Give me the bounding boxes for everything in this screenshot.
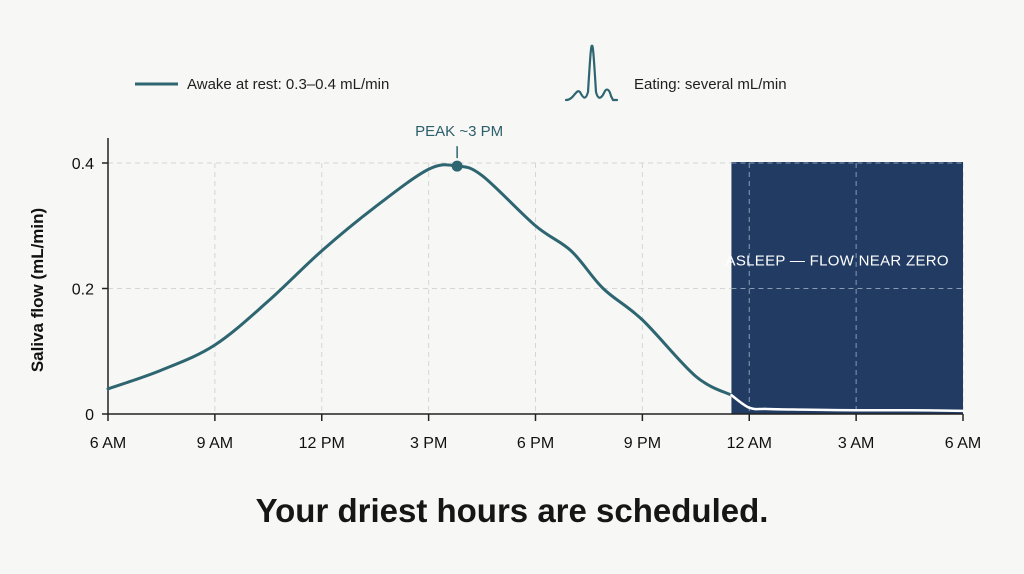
x-tick-label: 9 PM xyxy=(624,435,661,452)
eating-spike-icon xyxy=(564,44,619,102)
sleep-band xyxy=(731,162,963,414)
x-tick-label: 3 PM xyxy=(410,435,447,452)
peak-label: PEAK ~3 PM xyxy=(415,123,503,140)
legend: Awake at rest: 0.3–0.4 mL/min Eating: se… xyxy=(135,44,787,102)
x-tick-label: 3 AM xyxy=(838,435,874,452)
x-tick-label: 12 AM xyxy=(727,435,772,452)
x-tick-label: 9 AM xyxy=(197,435,233,452)
x-tick-label: 6 AM xyxy=(945,435,981,452)
series-layer: PEAK ~3 PM xyxy=(106,123,965,413)
y-tick-label: 0.4 xyxy=(72,156,94,173)
tick-labels: 6 AM 9 AM 12 PM 3 PM 6 PM 9 PM 12 AM 3 AM 6 AM 0 0… xyxy=(72,156,981,452)
awake-flow-line xyxy=(106,163,733,397)
legend-eating-label: Eating: several mL/min xyxy=(634,76,787,93)
sleep-flow-line xyxy=(730,393,965,413)
sleep-band-label: ASLEEP — FLOW NEAR ZERO xyxy=(726,252,949,269)
y-axis-title: Saliva flow (mL/min) xyxy=(28,208,47,372)
x-tick-label: 12 PM xyxy=(299,435,345,452)
y-tick-label: 0.2 xyxy=(72,282,94,299)
axes xyxy=(102,138,964,421)
x-tick-label: 6 AM xyxy=(90,435,126,452)
headline: Your driest hours are scheduled. xyxy=(255,492,769,529)
peak-marker xyxy=(451,160,463,172)
y-tick-label: 0 xyxy=(85,407,94,424)
sleep-band-layer: ASLEEP — FLOW NEAR ZERO xyxy=(726,162,963,414)
x-tick-label: 6 PM xyxy=(517,435,554,452)
legend-awake-label: Awake at rest: 0.3–0.4 mL/min xyxy=(187,76,389,93)
